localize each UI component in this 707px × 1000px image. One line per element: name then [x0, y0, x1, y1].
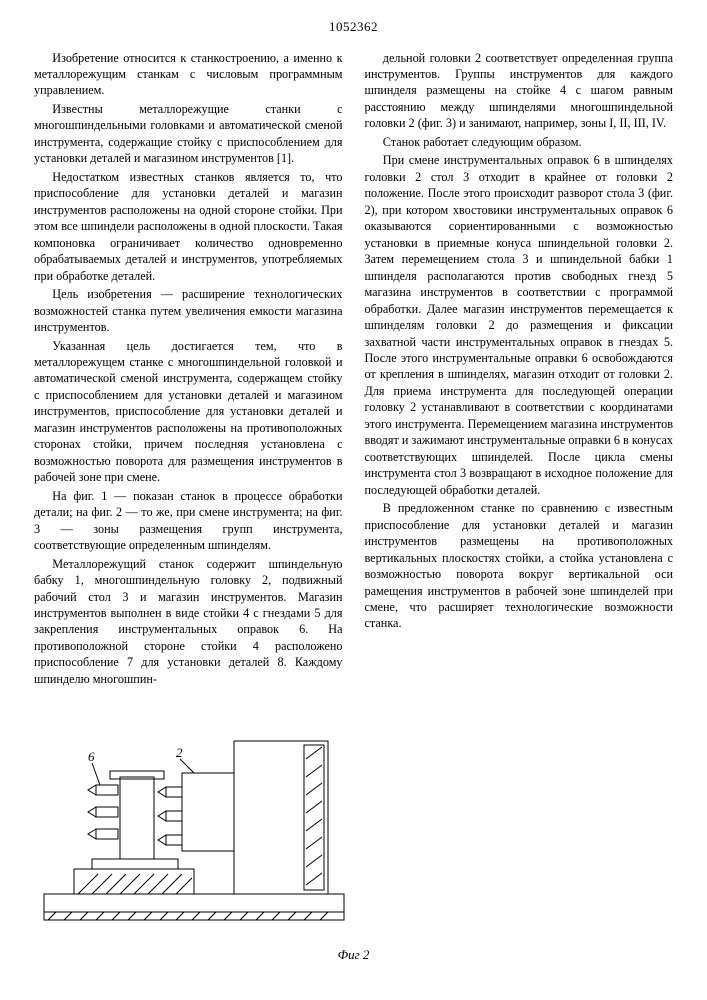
document-number: 1052362 — [34, 18, 673, 36]
figure-svg: 6 2 — [34, 699, 354, 944]
para: В предложенном станке по сравнению с изв… — [365, 500, 674, 632]
para: дельной головки 2 соответствует определе… — [365, 50, 674, 132]
figure-label-6: 6 — [88, 749, 95, 764]
figure-caption: Фиг 2 — [34, 946, 673, 964]
para: На фиг. 1 — показан станок в процессе об… — [34, 488, 343, 554]
para: Изобретение относится к станкостроению, … — [34, 50, 343, 99]
para: При смене инструментальных оправок 6 в ш… — [365, 152, 674, 498]
column-spacer — [365, 634, 674, 682]
para: Указанная цель достигается тем, что в ме… — [34, 338, 343, 486]
para: Цель изобретения — расширение технологич… — [34, 286, 343, 335]
figure-label-2: 2 — [176, 745, 183, 760]
body-columns: Изобретение относится к станкостроению, … — [34, 50, 673, 688]
para: Станок работает следующим образом. — [365, 134, 674, 150]
para: Известны металлорежущие станки с многошп… — [34, 101, 343, 167]
para: Недостатком известных станков является т… — [34, 169, 343, 284]
figure-2: 6 2 — [34, 699, 673, 964]
para: Металлорежущий станок содержит шпиндельн… — [34, 556, 343, 688]
